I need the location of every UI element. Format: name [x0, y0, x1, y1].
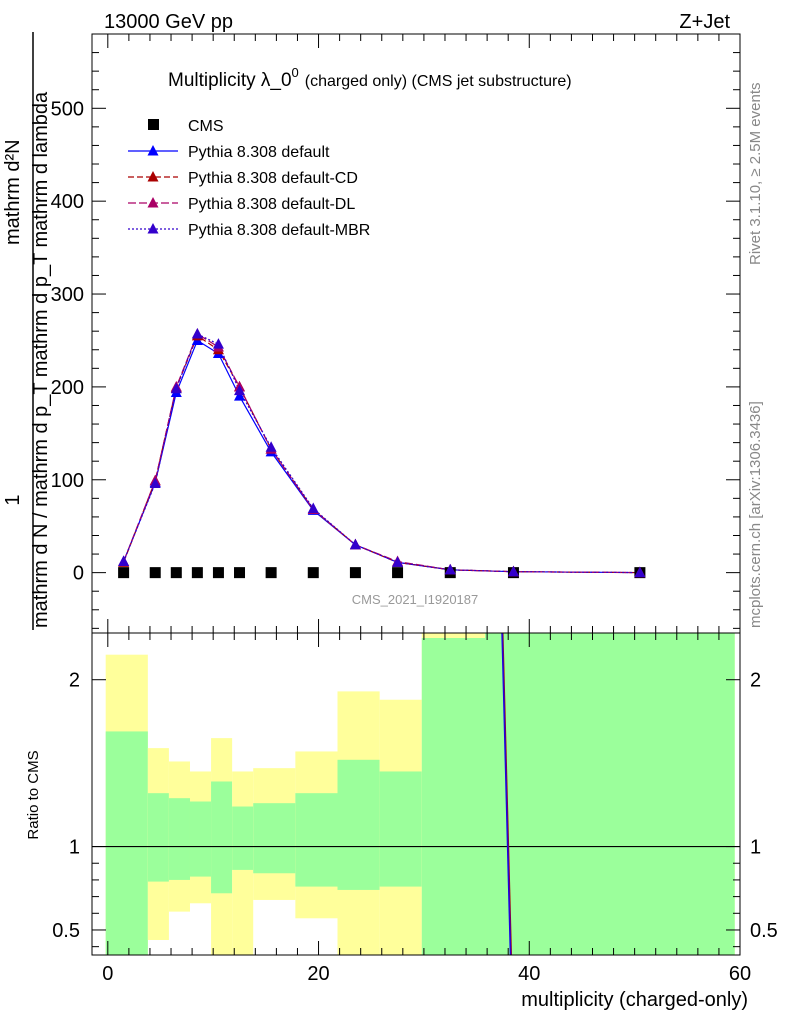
- ratio-band-stat: [253, 803, 296, 874]
- watermark: CMS_2021_I1920187: [352, 592, 479, 607]
- x-axis-label: multiplicity (charged-only): [521, 989, 748, 1011]
- top-axes: 0 100 200 300 400 500: [51, 33, 741, 634]
- ratio-band-stat: [337, 759, 380, 890]
- legend-label: Pythia 8.308 default-CD: [188, 170, 358, 187]
- cms-point: [265, 567, 277, 579]
- mc-point: [149, 477, 161, 488]
- legend-label: Pythia 8.308 default-DL: [188, 196, 355, 213]
- cms-point: [149, 567, 161, 579]
- ratio-band-stat: [379, 771, 422, 887]
- x-tick-label: 40: [518, 963, 540, 985]
- mc-point: [212, 338, 224, 349]
- y-tick-label: 200: [51, 377, 84, 399]
- mc-point: [234, 390, 246, 401]
- y-tick-label: 0: [73, 563, 84, 585]
- y-tick-label: 300: [51, 284, 84, 306]
- series-line: [123, 333, 640, 574]
- ylabel-top: 1: [2, 494, 24, 505]
- series-line: [123, 333, 640, 574]
- ratio-band-stat: [295, 793, 338, 887]
- ratio-line: [501, 632, 512, 956]
- mcplots-label: mcplots.cern.ch [arXiv:1306.3436]: [747, 401, 764, 628]
- mc-point: [444, 563, 456, 575]
- ratio-band-stat: [147, 793, 169, 882]
- x-tick-label: 60: [729, 963, 751, 985]
- cms-point: [392, 567, 404, 579]
- ratio-y-tick-label-right: 0.5: [750, 920, 778, 942]
- mc-point: [265, 441, 277, 452]
- chart-title-main: Multiplicity λ_0: [168, 70, 292, 91]
- legend-marker: [147, 171, 159, 182]
- y-axis-label: 1 mathrm d N / mathrm d p_T mathrm d p_T…: [2, 32, 52, 630]
- ratio-band-stat: [105, 731, 148, 955]
- mc-point: [392, 556, 404, 567]
- mc-point: [349, 538, 361, 550]
- mc-point: [118, 555, 130, 566]
- chart-title-suffix: (charged only) (CMS jet substructure): [305, 73, 572, 90]
- series-line: [123, 339, 640, 574]
- legend: CMS Pythia 8.308 default Pythia 8.308 defa…: [128, 118, 370, 239]
- series-line: [123, 334, 640, 574]
- legend-marker: [147, 197, 159, 208]
- ratio-band-stat: [168, 798, 190, 880]
- legend-marker: [147, 145, 159, 156]
- cms-point: [234, 567, 246, 579]
- cms-point: [118, 567, 130, 579]
- cms-point: [191, 567, 203, 579]
- ratio-band-stat: [189, 801, 212, 877]
- ratio-y-tick-label: 0.5: [52, 920, 80, 942]
- legend-label: Pythia 8.308 default-MBR: [188, 222, 370, 239]
- ratio-y-tick-label: 1: [69, 837, 80, 859]
- legend-marker: [147, 223, 159, 234]
- y-tick-label: 400: [51, 191, 84, 213]
- ratio-ylabel: Ratio to CMS: [25, 750, 42, 839]
- ratio-bands: [105, 633, 735, 955]
- y-tick-label: 100: [51, 470, 84, 492]
- ratio-lines: [92, 632, 740, 956]
- rivet-label: Rivet 3.1.10, ≥ 2.5M events: [747, 83, 764, 266]
- top-series-markers: [118, 327, 646, 579]
- legend-entry: Pythia 8.308 default-MBR: [128, 222, 370, 239]
- ylabel-bottom: mathrm d N / mathrm d p_T mathrm d p_T m…: [30, 91, 52, 628]
- header-right: Z+Jet: [679, 11, 730, 33]
- cms-point: [307, 567, 319, 579]
- ylabel-numerator: mathrm d²N: [2, 139, 24, 245]
- y-tick-label: 500: [51, 98, 84, 120]
- cms-point: [349, 567, 361, 579]
- ratio-band-stat: [485, 633, 735, 955]
- ratio-y-tick-label: 2: [69, 670, 80, 692]
- legend-marker: [148, 119, 159, 130]
- top-series-lines: [123, 333, 640, 574]
- mc-point: [234, 384, 246, 396]
- ratio-band-stat: [421, 638, 486, 955]
- mc-point: [170, 382, 182, 394]
- x-tick-label: 0: [102, 963, 113, 985]
- mc-point: [507, 565, 519, 577]
- header-left: 13000 GeV pp: [104, 11, 233, 33]
- x-tick-label: 20: [307, 963, 329, 985]
- cms-point: [212, 567, 224, 579]
- ratio-band-stat: [211, 781, 233, 894]
- ratio-band-stat: [232, 806, 254, 870]
- legend-label: Pythia 8.308 default: [188, 144, 330, 161]
- bottom-axes: 0.5 0.51 12 20 20 40 60: [52, 632, 778, 985]
- bottom-frame: [91, 632, 741, 956]
- chart-title: Multiplicity λ_00 (charged only) (CMS jet…: [168, 65, 572, 91]
- mc-point: [307, 502, 319, 514]
- legend-entry: Pythia 8.308 default-CD: [128, 170, 358, 187]
- legend-entry: CMS: [148, 118, 224, 135]
- ratio-y-tick-label-right: 2: [750, 670, 761, 692]
- mc-point: [634, 566, 646, 578]
- legend-label: CMS: [188, 118, 224, 135]
- legend-entry: Pythia 8.308 default: [128, 144, 330, 161]
- legend-entry: Pythia 8.308 default-DL: [128, 196, 355, 213]
- cms-point: [170, 567, 182, 579]
- ratio-y-tick-label-right: 1: [750, 837, 761, 859]
- mc-point: [191, 327, 203, 339]
- chart-title-sup: 0: [292, 65, 299, 80]
